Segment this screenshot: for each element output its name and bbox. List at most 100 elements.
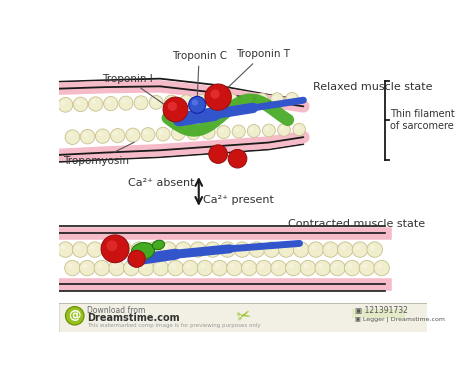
Circle shape <box>127 263 132 268</box>
Circle shape <box>179 245 183 250</box>
Circle shape <box>318 263 323 268</box>
Circle shape <box>104 97 118 111</box>
Circle shape <box>210 94 223 107</box>
Circle shape <box>95 129 110 143</box>
Circle shape <box>75 245 81 250</box>
Text: ▣ Legger | Dreamstime.com: ▣ Legger | Dreamstime.com <box>356 317 445 322</box>
Circle shape <box>105 245 110 250</box>
Circle shape <box>352 242 368 257</box>
Circle shape <box>362 263 367 268</box>
Circle shape <box>98 132 103 137</box>
Circle shape <box>73 97 88 112</box>
Circle shape <box>65 307 84 325</box>
Circle shape <box>215 263 220 268</box>
Text: Troponin C: Troponin C <box>172 51 227 96</box>
Circle shape <box>293 242 309 257</box>
Circle shape <box>228 96 232 101</box>
Circle shape <box>189 129 193 133</box>
Circle shape <box>131 242 147 257</box>
Circle shape <box>61 100 66 105</box>
Circle shape <box>295 126 300 130</box>
Circle shape <box>146 242 162 257</box>
Circle shape <box>198 97 202 101</box>
Circle shape <box>156 263 161 268</box>
Circle shape <box>141 263 146 268</box>
Circle shape <box>219 242 235 257</box>
Circle shape <box>311 245 316 250</box>
Circle shape <box>110 129 125 143</box>
Circle shape <box>303 263 308 268</box>
Circle shape <box>271 93 283 105</box>
Text: Tropomyosin: Tropomyosin <box>63 142 134 166</box>
Circle shape <box>109 260 124 276</box>
Circle shape <box>119 96 133 110</box>
Text: Troponin T: Troponin T <box>227 49 290 89</box>
Polygon shape <box>59 233 385 284</box>
Circle shape <box>171 263 176 268</box>
Circle shape <box>64 260 80 276</box>
Circle shape <box>195 94 208 108</box>
Circle shape <box>80 260 95 276</box>
Circle shape <box>212 260 228 276</box>
Circle shape <box>168 260 183 276</box>
Circle shape <box>128 250 145 267</box>
Circle shape <box>128 131 133 135</box>
Circle shape <box>359 260 374 276</box>
Circle shape <box>240 94 253 106</box>
Circle shape <box>135 245 139 250</box>
Circle shape <box>341 245 346 250</box>
Circle shape <box>189 96 206 113</box>
Circle shape <box>144 131 148 135</box>
Circle shape <box>73 242 88 257</box>
Circle shape <box>256 260 272 276</box>
Circle shape <box>190 242 206 257</box>
Text: Dreamstime.com: Dreamstime.com <box>87 313 180 323</box>
Circle shape <box>58 97 73 112</box>
Circle shape <box>137 98 141 103</box>
Circle shape <box>182 260 198 276</box>
Text: Ca²⁺ present: Ca²⁺ present <box>203 195 274 205</box>
Circle shape <box>255 93 268 106</box>
Circle shape <box>285 260 301 276</box>
Circle shape <box>271 260 286 276</box>
Circle shape <box>149 245 154 250</box>
Circle shape <box>300 260 316 276</box>
Circle shape <box>205 242 220 257</box>
Circle shape <box>243 96 247 100</box>
Circle shape <box>208 245 213 250</box>
Text: @: @ <box>69 309 81 322</box>
Circle shape <box>356 245 360 250</box>
Circle shape <box>65 130 80 144</box>
Circle shape <box>217 125 230 139</box>
Circle shape <box>241 260 257 276</box>
Circle shape <box>68 263 73 268</box>
Circle shape <box>267 245 272 250</box>
Circle shape <box>138 260 154 276</box>
Circle shape <box>167 98 172 102</box>
Circle shape <box>163 97 188 122</box>
Circle shape <box>223 245 228 250</box>
Circle shape <box>210 90 219 99</box>
Circle shape <box>192 100 198 106</box>
Circle shape <box>288 95 292 99</box>
Circle shape <box>174 129 179 134</box>
Circle shape <box>296 245 301 250</box>
Circle shape <box>293 123 305 136</box>
Ellipse shape <box>152 240 164 250</box>
Text: Troponin I: Troponin I <box>102 74 167 106</box>
Circle shape <box>97 263 102 268</box>
Circle shape <box>259 263 264 268</box>
Circle shape <box>182 97 187 102</box>
Circle shape <box>273 95 277 99</box>
Circle shape <box>330 260 345 276</box>
Circle shape <box>232 125 245 138</box>
Circle shape <box>156 127 170 141</box>
Circle shape <box>258 95 262 100</box>
Circle shape <box>89 97 103 111</box>
Circle shape <box>282 245 287 250</box>
Circle shape <box>252 245 257 250</box>
Circle shape <box>90 245 95 250</box>
Circle shape <box>168 102 177 111</box>
Circle shape <box>164 95 178 109</box>
Circle shape <box>219 128 224 132</box>
